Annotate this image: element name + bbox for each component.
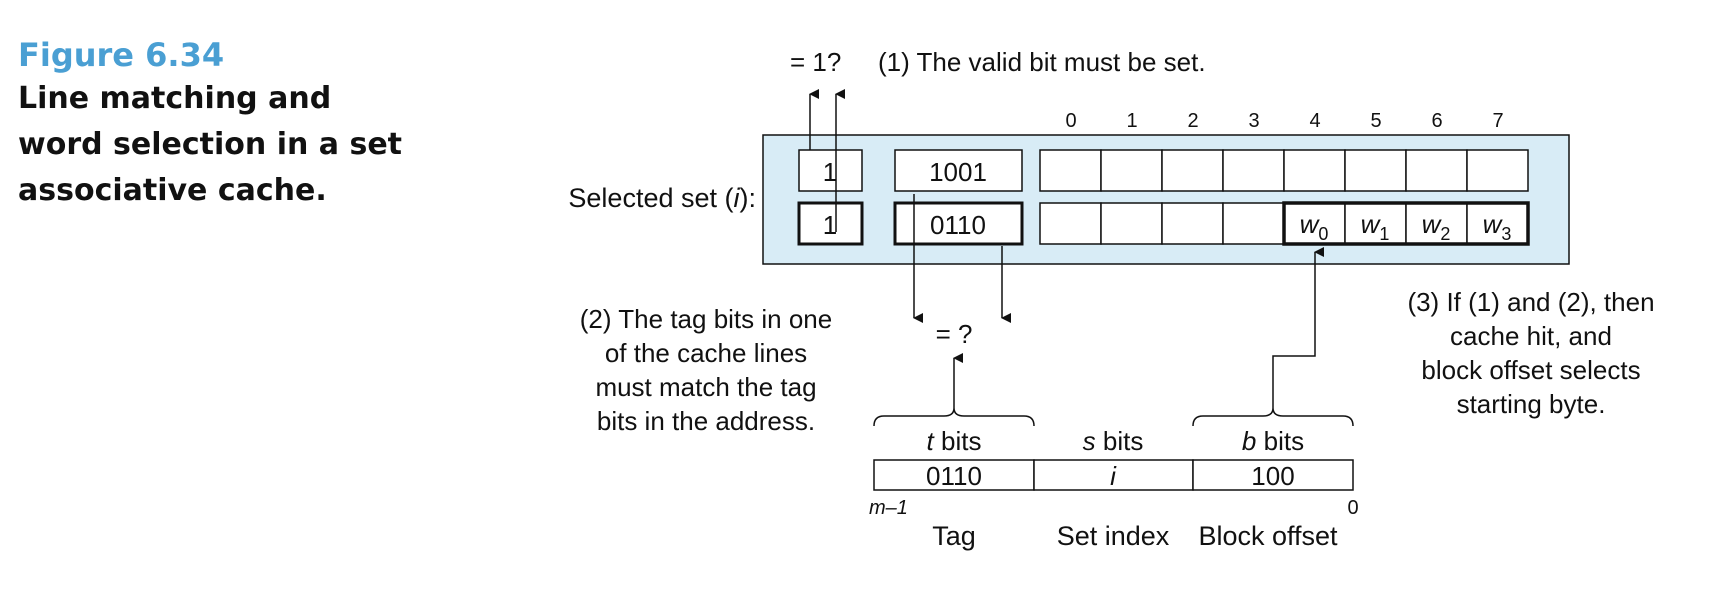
block-offset-arrow	[1272, 247, 1324, 408]
address-field-names: Tag Set index Block offset	[932, 521, 1338, 551]
word-label-w2: w2	[1422, 209, 1451, 244]
valid-bit-value: 1	[823, 210, 837, 240]
step2-line-2: of the cache lines	[605, 338, 807, 368]
tag-arrows	[913, 194, 1011, 323]
valid-check-annotation: = 1? (1) The valid bit must be set.	[790, 47, 1206, 77]
cache-line-1: 1 1001	[798, 149, 1529, 192]
block-cell	[1039, 202, 1102, 245]
block-cell	[1466, 149, 1529, 192]
word-cell-w1	[1344, 202, 1407, 245]
column-index: 4	[1309, 110, 1320, 132]
block-cell	[1161, 149, 1224, 192]
valid-bit-arrows	[809, 89, 845, 232]
block-cell	[1405, 149, 1468, 192]
column-index: 3	[1248, 110, 1259, 132]
tag-check-label: = ?	[936, 319, 973, 349]
figure-caption: Figure 6.34 Line matching and word selec…	[18, 34, 438, 214]
column-index: 7	[1492, 110, 1503, 132]
word-label-w0: w0	[1300, 209, 1329, 244]
figure-title-line-2: word selection in a set	[18, 127, 403, 162]
address-braces	[873, 407, 1354, 427]
block-cell	[1222, 202, 1285, 245]
valid-bit-value: 1	[823, 157, 837, 187]
figure-number: Figure 6.34	[18, 36, 225, 74]
cache-line-2: 1 0110 w0 w1 w2 w3	[797, 201, 1530, 246]
word-label-w1: w1	[1361, 209, 1390, 244]
step2-annotation: (2) The tag bits in one of the cache lin…	[580, 304, 832, 436]
figure-title-line-3: associative cache.	[18, 173, 327, 208]
offset-field-value: 100	[1251, 461, 1294, 491]
column-index: 6	[1431, 110, 1442, 132]
valid-bit-cell	[797, 201, 864, 246]
tag-value: 0110	[930, 210, 986, 240]
valid-bit-cell	[798, 149, 863, 192]
address-field-widths: t bits s bits b bits	[927, 426, 1305, 456]
offset-field-cell	[1192, 459, 1354, 491]
tag-cell	[893, 201, 1024, 246]
tag-cell	[894, 149, 1023, 192]
block-cell	[1161, 202, 1224, 245]
offset-bits-label: b bits	[1242, 426, 1304, 456]
tag-field-value: 0110	[926, 461, 982, 491]
block-cell	[1344, 149, 1407, 192]
offset-field-brace	[1192, 407, 1354, 427]
tag-field-name: Tag	[932, 521, 976, 551]
block-cell	[1100, 149, 1163, 192]
block-cell	[1100, 202, 1163, 245]
column-indices: 0 1 2 3 4 5 6 7	[1065, 110, 1503, 132]
column-index: 1	[1126, 110, 1137, 132]
set-index-field-name: Set index	[1057, 521, 1170, 551]
set-index-field-cell	[1033, 459, 1194, 491]
block-cell	[1039, 149, 1102, 192]
column-index: 0	[1065, 110, 1076, 132]
column-index: 5	[1370, 110, 1381, 132]
step3-line-4: starting byte.	[1457, 389, 1606, 419]
step1-label: (1) The valid bit must be set.	[878, 47, 1206, 77]
block-cell	[1283, 149, 1346, 192]
step2-line-3: must match the tag	[595, 372, 816, 402]
step3-annotation: (3) If (1) and (2), then cache hit, and …	[1407, 287, 1654, 419]
step2-line-4: bits in the address.	[597, 406, 815, 436]
valid-check-label: = 1?	[790, 47, 841, 77]
tag-field-brace	[873, 407, 1035, 427]
column-index: 2	[1187, 110, 1198, 132]
lsb-label: 0	[1347, 497, 1358, 519]
step3-line-1: (3) If (1) and (2), then	[1407, 287, 1654, 317]
word-label-w3: w3	[1483, 209, 1512, 244]
msb-label: m–1	[869, 497, 908, 519]
step3-line-2: cache hit, and	[1450, 321, 1612, 351]
block-cell	[1222, 149, 1285, 192]
tag-bits-label: t bits	[927, 426, 982, 456]
address-box: 0110 i 100	[873, 459, 1354, 491]
offset-field-name: Block offset	[1198, 521, 1338, 551]
figure-title-line-1: Line matching and	[18, 81, 332, 116]
tag-value: 1001	[929, 157, 987, 187]
set-index-field-value: i	[1110, 461, 1117, 491]
step2-line-1: (2) The tag bits in one	[580, 304, 832, 334]
step3-line-3: block offset selects	[1421, 355, 1640, 385]
selected-words-outline	[1282, 201, 1530, 246]
set-bits-label: s bits	[1083, 426, 1144, 456]
selected-set-label: Selected set (i):	[568, 183, 756, 213]
